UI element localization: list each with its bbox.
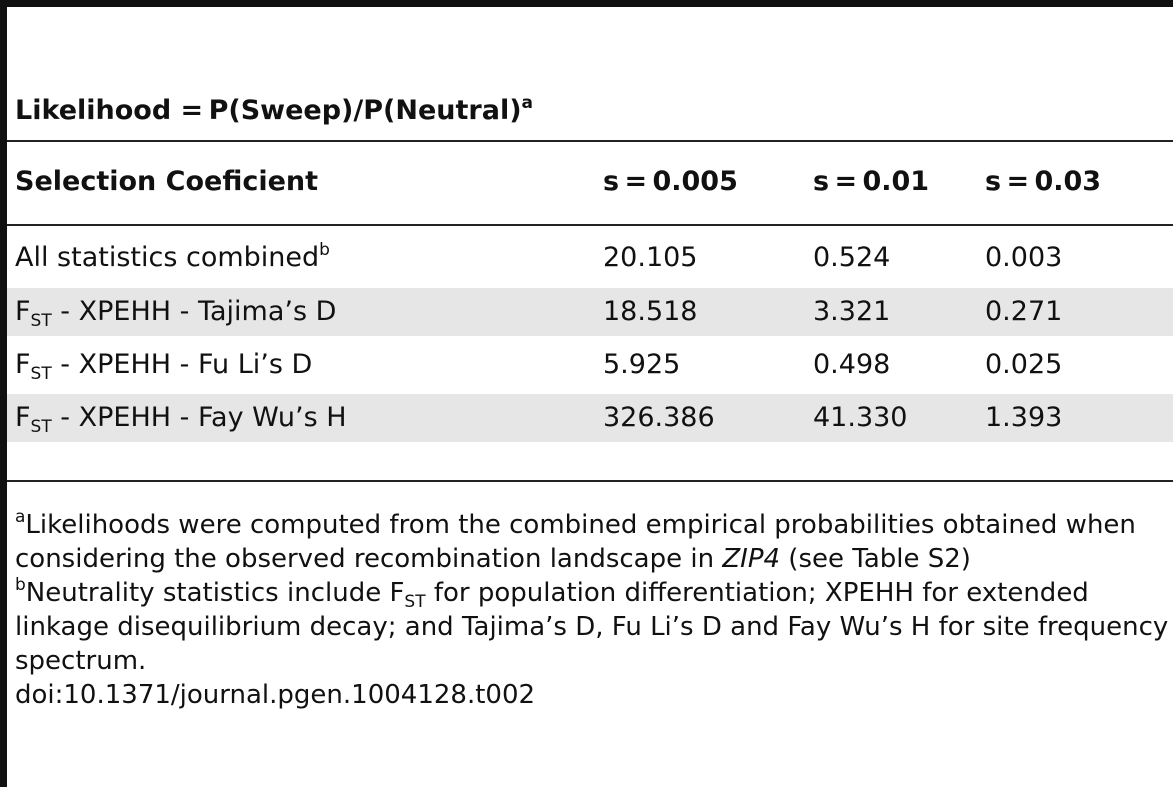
header-rule xyxy=(7,224,1173,226)
row-value-s-001: 41.330 xyxy=(813,402,908,433)
table-row: FST - XPEHH - Fay Wu’s H 326.386 41.330 … xyxy=(7,394,1173,442)
row-value-s-0005: 5.925 xyxy=(603,349,681,380)
top-border-rule xyxy=(0,0,1173,7)
footnote-a: aLikelihoods were computed from the comb… xyxy=(15,508,1173,576)
row-value-s-003: 1.393 xyxy=(985,402,1063,433)
row-label-f: F xyxy=(15,402,31,433)
left-border-rule xyxy=(0,0,7,787)
row-label-subscript: ST xyxy=(30,417,52,437)
header-cell-s-003: s = 0.03 xyxy=(985,166,1102,197)
table-header-row: Selection Coeficient s = 0.005 s = 0.01 … xyxy=(7,158,1173,206)
row-label-footnote-marker: b xyxy=(319,240,330,260)
row-value-s-001: 0.524 xyxy=(813,242,891,273)
row-label: FST - XPEHH - Tajima’s D xyxy=(15,288,336,336)
table-row: FST - XPEHH - Tajima’s D 18.518 3.321 0.… xyxy=(7,288,1173,336)
row-label: All statistics combinedb xyxy=(15,234,330,282)
footnote-b: bNeutrality statistics include FST for p… xyxy=(15,576,1173,678)
row-value-s-0005: 326.386 xyxy=(603,402,715,433)
footnote-b-text: Neutrality statistics include F xyxy=(25,578,405,608)
row-label-rest: - XPEHH - Tajima’s D xyxy=(51,296,337,327)
row-value-s-0005: 20.105 xyxy=(603,242,698,273)
header-cell-s-0005: s = 0.005 xyxy=(603,166,738,197)
table-footnotes: aLikelihoods were computed from the comb… xyxy=(15,508,1173,712)
doi-citation: doi:10.1371/journal.pgen.1004128.t002 xyxy=(15,680,536,710)
row-label-text: All statistics combined xyxy=(15,242,320,273)
row-value-s-001: 0.498 xyxy=(813,349,891,380)
table-title-text: Likelihood = P(Sweep)/P(Neutral) xyxy=(15,95,522,126)
row-value-s-0005: 18.518 xyxy=(603,296,698,327)
row-label-rest: - XPEHH - Fu Li’s D xyxy=(51,349,313,380)
table-row: All statistics combinedb 20.105 0.524 0.… xyxy=(7,234,1173,282)
row-value-s-003: 0.025 xyxy=(985,349,1063,380)
table-bottom-rule xyxy=(7,480,1173,482)
table-title-footnote-marker: a xyxy=(521,93,534,113)
row-label: FST - XPEHH - Fay Wu’s H xyxy=(15,394,347,442)
header-cell-selection-coefficient: Selection Coeficient xyxy=(15,166,319,197)
header-cell-s-001: s = 0.01 xyxy=(813,166,930,197)
row-label-f: F xyxy=(15,349,31,380)
footnote-b-text-end: for population differentiation; XPEHH fo… xyxy=(15,578,1169,676)
footnote-a-text-end: (see Table S2) xyxy=(780,544,971,574)
row-label-subscript: ST xyxy=(30,311,52,331)
table-row: FST - XPEHH - Fu Li’s D 5.925 0.498 0.02… xyxy=(7,341,1173,389)
row-value-s-001: 3.321 xyxy=(813,296,891,327)
footnote-a-gene: ZIP4 xyxy=(722,544,781,574)
row-label-rest: - XPEHH - Fay Wu’s H xyxy=(51,402,347,433)
footnote-b-subscript: ST xyxy=(404,592,426,612)
table-title: Likelihood = P(Sweep)/P(Neutral)a xyxy=(15,93,534,127)
row-value-s-003: 0.003 xyxy=(985,242,1063,273)
row-label-f: F xyxy=(15,296,31,327)
row-value-s-003: 0.271 xyxy=(985,296,1063,327)
row-label-subscript: ST xyxy=(30,364,52,384)
footnote-a-text: Likelihoods were computed from the combi… xyxy=(15,510,1136,574)
title-rule xyxy=(7,140,1173,142)
row-label: FST - XPEHH - Fu Li’s D xyxy=(15,341,312,389)
footnote-b-marker: b xyxy=(15,575,26,595)
footnote-a-marker: a xyxy=(15,507,26,527)
